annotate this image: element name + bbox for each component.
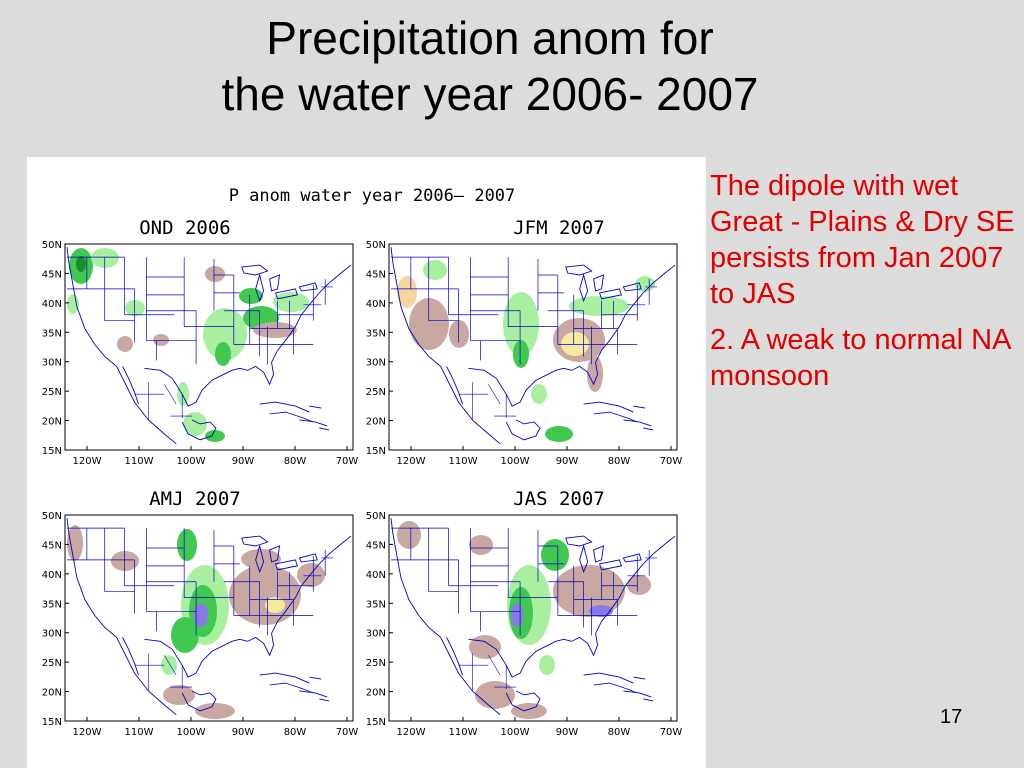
latitude-tick-label: 15N (366, 446, 386, 457)
latitude-tick-label: 35N (366, 328, 386, 339)
latitude-tick-label: 25N (366, 658, 386, 669)
longitude-tick-label: 120W (397, 456, 426, 467)
latitude-tick-label: 50N (366, 240, 386, 251)
latitude-tick-label: 40N (42, 570, 62, 581)
longitude-tick-label: 100W (501, 727, 530, 738)
latitude-tick-label: 20N (366, 688, 386, 699)
slide-title-line-1: Precipitation anom for (266, 12, 714, 64)
longitude-tick-label: 120W (397, 727, 426, 738)
longitude-tick-label: 80W (608, 456, 631, 467)
longitude-tick-label: 100W (501, 456, 530, 467)
panel-title: OND 2006 (139, 217, 231, 239)
latitude-tick-label: 35N (42, 599, 62, 610)
latitude-tick-label: 35N (42, 328, 62, 339)
axis-labels: 50N 45N 40N 35N 30N 25N 20N 15N 120W 110W 100W 90W 8… (42, 240, 683, 738)
latitude-tick-label: 30N (366, 629, 386, 640)
panel-amj-2007: AMJ 2007 (64, 488, 354, 722)
latitude-tick-label: 35N (366, 599, 386, 610)
latitude-tick-label: 15N (42, 446, 62, 457)
longitude-tick-label: 110W (125, 727, 154, 738)
longitude-tick-label: 80W (284, 727, 307, 738)
latitude-tick-label: 30N (42, 629, 62, 640)
longitude-tick-label: 70W (660, 456, 683, 467)
longitude-tick-label: 80W (284, 456, 307, 467)
longitude-tick-label: 100W (177, 727, 206, 738)
latitude-tick-label: 50N (42, 240, 62, 251)
longitude-tick-label: 100W (177, 456, 206, 467)
longitude-tick-label: 120W (73, 456, 102, 467)
slide-title: Precipitation anom for the water year 20… (0, 10, 980, 122)
precipitation-anomaly-figure: P anom water year 2006– 2007 OND 2006 (27, 157, 706, 768)
anomaly-shading (397, 260, 655, 442)
latitude-tick-label: 25N (42, 387, 62, 398)
latitude-tick-label: 40N (366, 570, 386, 581)
longitude-tick-label: 110W (449, 456, 478, 467)
latitude-tick-label: 25N (366, 387, 386, 398)
longitude-tick-label: 110W (449, 727, 478, 738)
latitude-tick-label: 45N (366, 269, 386, 280)
latitude-tick-label: 15N (42, 717, 62, 728)
latitude-tick-label: 45N (366, 540, 386, 551)
note-dipole: The dipole with wet Great - Plains & Dry… (710, 170, 1015, 310)
panel-jfm-2007: JFM 2007 (388, 217, 678, 451)
anomaly-shading (397, 521, 651, 719)
panel-title: AMJ 2007 (149, 488, 241, 510)
longitude-tick-label: 70W (336, 727, 359, 738)
longitude-tick-label: 120W (73, 727, 102, 738)
slide-title-line-2: the water year 2006- 2007 (221, 68, 759, 120)
longitude-tick-label: 90W (556, 727, 579, 738)
panel-ond-2006: OND 2006 (64, 217, 354, 451)
longitude-tick-label: 80W (608, 727, 631, 738)
note-monsoon: 2. A weak to normal NA monsoon (710, 324, 1010, 392)
latitude-tick-label: 40N (42, 299, 62, 310)
longitude-tick-label: 110W (125, 456, 154, 467)
latitude-tick-label: 40N (366, 299, 386, 310)
slide-number: 17 (940, 706, 963, 728)
longitude-tick-label: 70W (660, 727, 683, 738)
latitude-tick-label: 30N (42, 358, 62, 369)
panel-jas-2007: JAS 2007 (388, 488, 678, 722)
latitude-tick-label: 45N (42, 540, 62, 551)
latitude-tick-label: 45N (42, 269, 62, 280)
notes-panel: The dipole with wet Great - Plains & Dry… (710, 168, 1020, 404)
latitude-tick-label: 15N (366, 717, 386, 728)
latitude-tick-label: 30N (366, 358, 386, 369)
longitude-tick-label: 90W (556, 456, 579, 467)
figure-main-title: P anom water year 2006– 2007 (229, 186, 516, 206)
longitude-tick-label: 90W (232, 727, 255, 738)
longitude-tick-label: 70W (336, 456, 359, 467)
latitude-tick-label: 20N (42, 688, 62, 699)
latitude-tick-label: 25N (42, 658, 62, 669)
longitude-tick-label: 90W (232, 456, 255, 467)
latitude-tick-label: 50N (366, 511, 386, 522)
panel-title: JFM 2007 (513, 217, 605, 239)
latitude-tick-label: 50N (42, 511, 62, 522)
latitude-tick-label: 20N (42, 417, 62, 428)
panel-title: JAS 2007 (513, 488, 605, 510)
latitude-tick-label: 20N (366, 417, 386, 428)
